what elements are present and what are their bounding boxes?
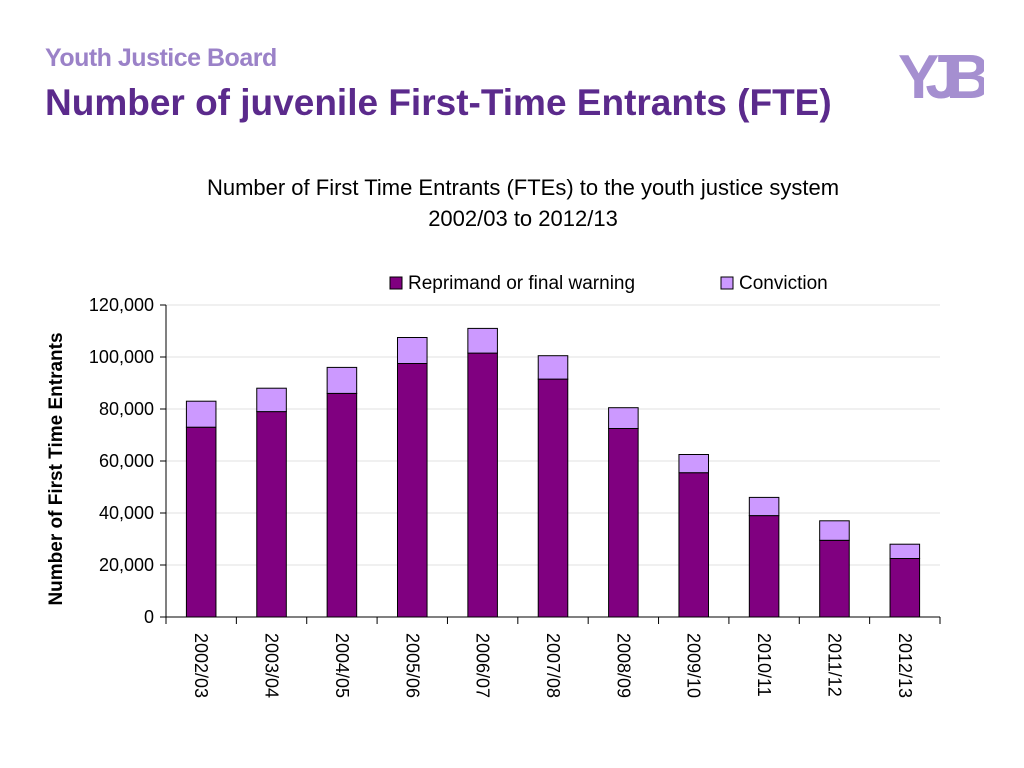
bar-reprimand [889,558,921,618]
bar-reprimand [326,392,358,618]
bar-reprimand [819,539,850,618]
legend-label-conviction: Conviction [739,273,828,294]
x-tick-label: 2003/04 [262,633,282,698]
x-tick-label: 2010/11 [754,633,774,697]
x-tick-label: 2008/09 [613,633,633,698]
bar-conviction [396,337,428,364]
x-tick-label: 2011/12 [824,633,844,697]
x-tick-label: 2002/03 [191,633,211,698]
yjb-logo-text: YJB [898,43,984,106]
x-tick-label: 2004/05 [332,633,352,698]
org-name: Youth Justice Board [45,44,277,72]
bar-conviction [185,400,217,428]
bar-conviction [819,520,850,541]
x-tick-label: 2005/06 [402,633,422,698]
y-tick-label: 20,000 [99,555,154,575]
bar-reprimand [467,352,498,618]
x-tick-label: 2009/10 [684,633,704,698]
bar-reprimand [396,363,428,618]
x-tick-label: 2012/13 [895,633,915,698]
y-tick-label: 100,000 [89,347,154,367]
bar-conviction [678,454,710,474]
bar-reprimand [748,515,780,618]
bar-conviction [467,327,498,354]
x-tick-label: 2006/07 [473,633,493,698]
bar-reprimand [678,472,710,618]
legend-label-reprimand: Reprimand or final warning [408,273,635,294]
bar-reprimand [256,411,287,618]
y-tick-label: 60,000 [99,451,154,471]
y-tick-label: 40,000 [99,503,154,523]
bar-conviction [748,496,780,517]
bar-conviction [537,355,569,380]
y-axis-label: Number of First Time Entrants [46,332,67,605]
bar-conviction [889,543,921,560]
legend-swatch-reprimand [389,276,403,290]
bar-conviction [608,407,639,430]
yjb-logo-icon: YJB [898,43,984,106]
y-tick-label: 80,000 [99,399,154,419]
y-tick-label: 0 [144,607,154,627]
legend-swatch-conviction [720,276,734,290]
y-tick-label: 120,000 [89,295,154,315]
chart-title: Number of First Time Entrants (FTEs) to … [206,175,840,231]
x-tick-label: 2007/08 [543,633,563,698]
bar-reprimand [185,426,217,618]
bar-reprimand [537,378,569,618]
page-title: Number of juvenile First-Time Entrants (… [45,82,832,123]
bar-conviction [256,387,287,413]
bar-conviction [326,366,358,394]
bar-reprimand [608,428,639,618]
